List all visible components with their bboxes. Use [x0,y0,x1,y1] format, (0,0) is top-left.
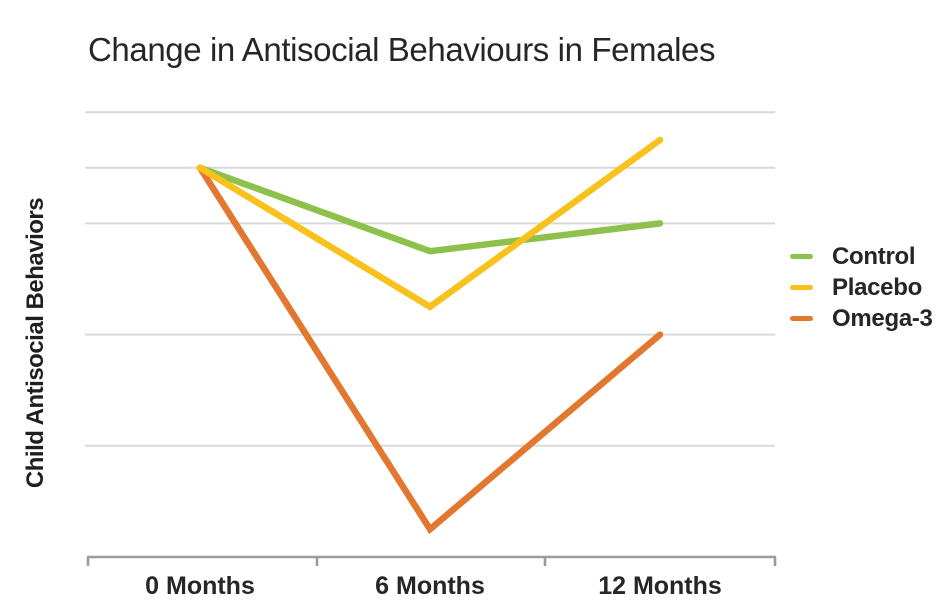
series-line-control [196,164,664,255]
series-line-omega-3 [196,164,664,535]
gridlines [85,111,775,447]
x-tick-label: 0 Months [145,572,255,600]
x-axis [86,555,777,566]
chart-title: Change in Antisocial Behaviours in Femal… [88,31,716,68]
legend-swatch-omega-3 [790,316,813,321]
legend-item-omega-3: Omega-3 [790,303,933,334]
legend-item-control: Control [790,241,933,272]
legend-item-placebo: Placebo [790,272,933,303]
legend-swatch-control [790,254,813,259]
x-axis-labels: 0 Months 6 Months 12 Months [0,572,950,602]
series-line-placebo [196,136,664,311]
series-lines [196,136,664,535]
legend-swatch-placebo [790,285,813,290]
legend-label: Control [832,242,916,270]
legend-label: Omega-3 [832,304,933,332]
legend: Control Placebo Omega-3 [790,241,933,334]
legend-label: Placebo [832,273,922,301]
x-tick-label: 12 Months [598,572,722,600]
x-tick-label: 6 Months [375,572,485,600]
